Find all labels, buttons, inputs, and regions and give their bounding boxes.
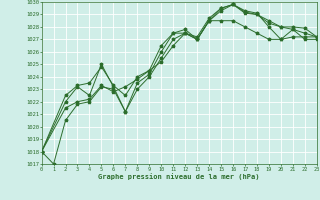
X-axis label: Graphe pression niveau de la mer (hPa): Graphe pression niveau de la mer (hPa) xyxy=(99,173,260,180)
